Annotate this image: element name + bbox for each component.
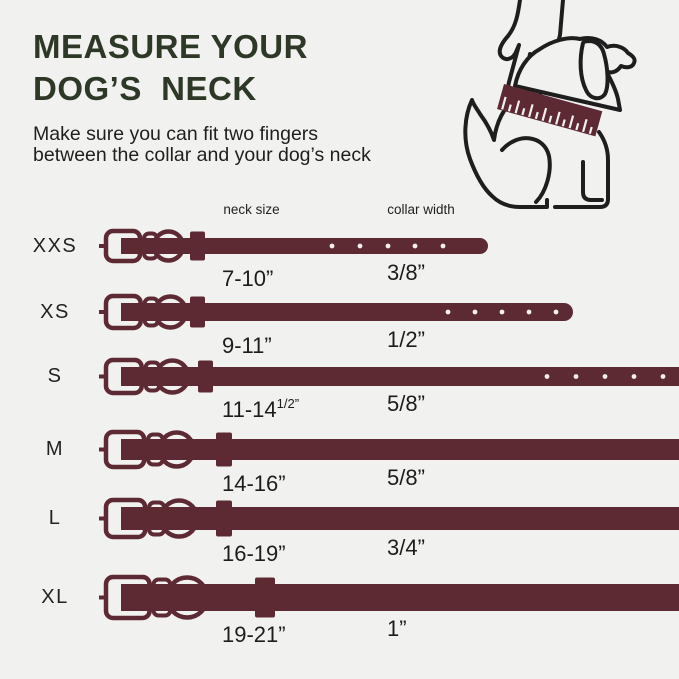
ruler-ticks [501,96,593,135]
neck-size-value: 11-141/2” [222,396,300,422]
collar-graphic-xl [99,574,679,620]
size-label-s: S [47,365,63,387]
title-line-1: MEASURE YOUR [33,28,308,65]
dog-ear-outline [578,39,610,101]
title-line-2: DOG’S NECK [33,70,257,107]
dog-measurement-illustration [463,0,637,209]
subtitle-line-1: Make sure you can fit two fingers [33,123,319,145]
collar-graphic-xxs [99,228,488,264]
subtitle: Make sure you can fit two fingers between… [33,124,371,166]
dog-body-outline [463,98,549,209]
collar-width-value: 3/8” [387,260,425,285]
size-label-xs: XS [40,301,70,323]
collar-width-value: 5/8” [387,465,425,490]
ruler-collar-icon [497,84,603,137]
collar-width-value: 1/2” [387,327,425,352]
neck-size-value: 19-21” [222,622,286,647]
size-label-l: L [48,507,62,529]
collar-width-value: 5/8” [387,391,425,416]
dog-inner-leg-line [581,160,604,202]
size-label-xl: XL [41,586,69,608]
collar-graphic-l [99,497,679,539]
collar-graphic-m [99,429,679,469]
size-label-m: M [45,438,65,460]
column-header-collar-width: collar width [387,202,455,217]
size-label-xxs: XXS [32,235,78,257]
collar-width-value: 1” [387,616,407,641]
neck-size-value: 9-11” [222,333,272,358]
ruler-band [497,84,603,137]
page-title: MEASURE YOUR DOG’S NECK [33,26,308,110]
subtitle-line-2: between the collar and your dog’s neck [33,144,371,166]
neck-size-value: 16-19” [222,541,286,566]
collar-graphic-xs [99,293,573,331]
dog-front-leg-outline [553,130,610,209]
column-header-neck-size: neck size [223,202,280,217]
collar-width-value: 3/4” [387,535,425,560]
neck-size-value: 14-16” [222,471,286,496]
dog-haunch-curve [500,136,552,204]
collar-graphic-s [99,357,679,395]
neck-size-value: 7-10” [222,266,274,291]
